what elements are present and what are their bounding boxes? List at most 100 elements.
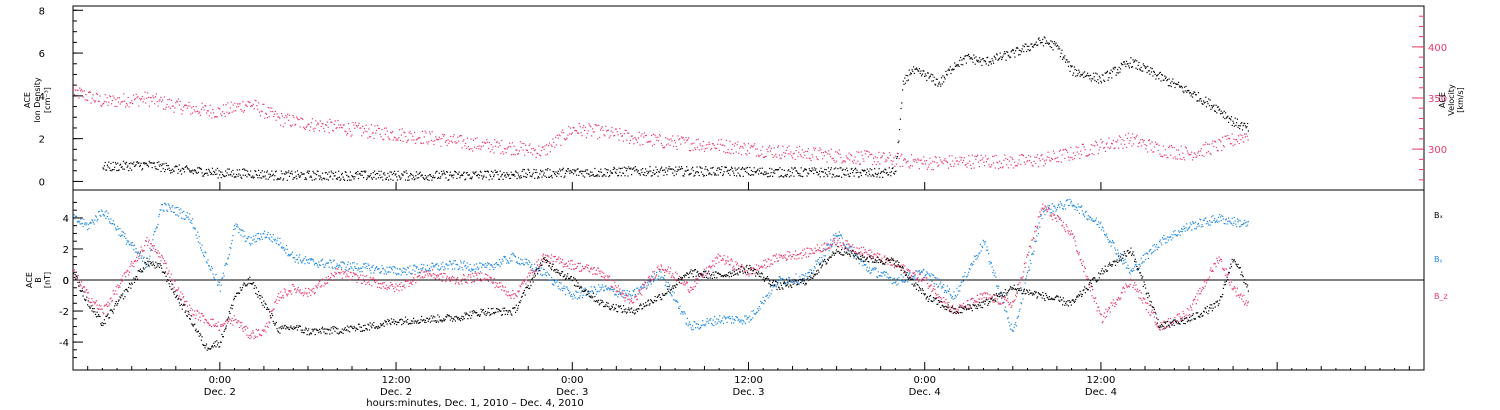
data-point <box>1053 43 1055 45</box>
data-point <box>125 276 127 278</box>
data-point <box>873 269 875 271</box>
data-point <box>657 175 659 177</box>
data-point <box>290 290 292 292</box>
data-point <box>451 141 454 144</box>
data-point <box>169 279 172 281</box>
data-point <box>681 137 683 139</box>
data-point <box>573 169 575 171</box>
data-point <box>862 265 864 267</box>
data-point <box>518 262 520 265</box>
data-point <box>84 223 86 225</box>
data-point <box>934 156 936 158</box>
data-point <box>227 322 229 324</box>
data-point <box>990 166 992 168</box>
data-point <box>222 323 224 326</box>
data-point <box>492 171 494 173</box>
data-point <box>183 210 185 212</box>
data-point <box>561 169 563 171</box>
data-point <box>187 168 189 170</box>
data-point <box>532 154 534 156</box>
data-point <box>1216 112 1218 114</box>
data-point <box>253 176 255 178</box>
data-point <box>889 277 891 279</box>
data-point <box>1016 165 1018 167</box>
data-point <box>515 170 517 172</box>
data-point <box>545 272 547 274</box>
data-point <box>637 137 639 139</box>
data-point <box>1195 94 1197 96</box>
data-point <box>154 250 156 252</box>
data-point <box>1023 161 1025 163</box>
data-point <box>939 283 941 285</box>
data-point <box>1061 49 1063 51</box>
data-point <box>1202 103 1204 106</box>
data-point <box>718 320 720 323</box>
data-point <box>862 169 864 172</box>
data-point <box>471 176 473 178</box>
data-point <box>437 176 440 179</box>
data-point <box>437 138 439 141</box>
data-point <box>196 237 198 239</box>
data-point <box>177 101 179 103</box>
data-point <box>1102 227 1104 229</box>
data-point <box>721 320 723 322</box>
data-point <box>173 286 175 289</box>
data-point <box>332 172 335 175</box>
data-point <box>1134 138 1136 140</box>
data-point <box>245 169 247 172</box>
data-point <box>265 236 267 238</box>
data-point <box>1147 65 1149 67</box>
data-point <box>937 285 940 287</box>
data-point <box>353 262 355 264</box>
data-point <box>200 320 202 322</box>
data-point <box>1033 44 1035 46</box>
data-point <box>158 100 160 102</box>
data-point <box>1181 231 1183 233</box>
data-point <box>927 166 929 168</box>
data-point <box>629 142 631 144</box>
data-point <box>1183 156 1185 159</box>
data-point <box>446 171 448 173</box>
data-point <box>764 300 766 302</box>
data-point <box>761 302 763 304</box>
data-point <box>1043 36 1045 38</box>
data-point <box>263 103 265 105</box>
data-point <box>381 265 383 267</box>
data-point <box>310 122 313 124</box>
data-point <box>225 170 227 172</box>
data-point <box>1233 216 1235 219</box>
data-point <box>1112 241 1114 243</box>
data-point <box>164 260 166 262</box>
data-point <box>437 265 440 267</box>
data-point <box>910 278 912 280</box>
data-point <box>992 60 994 62</box>
data-point <box>1063 57 1065 59</box>
data-point <box>1186 229 1188 231</box>
data-point <box>687 325 689 327</box>
data-point <box>985 63 987 65</box>
data-point <box>551 283 553 285</box>
data-point <box>195 234 197 236</box>
data-point <box>1143 139 1145 141</box>
data-point <box>332 260 335 262</box>
data-point <box>418 137 420 139</box>
data-point <box>848 250 850 252</box>
data-point <box>780 158 782 160</box>
data-point <box>409 175 411 177</box>
data-point <box>330 262 332 264</box>
data-point <box>617 134 619 136</box>
data-point <box>383 172 385 174</box>
data-point <box>417 137 419 139</box>
data-point <box>1220 141 1222 143</box>
data-point <box>467 266 469 268</box>
data-point <box>750 169 752 172</box>
data-point <box>215 116 217 118</box>
data-point <box>421 142 423 145</box>
data-point <box>691 168 693 170</box>
data-point <box>763 156 765 158</box>
data-point <box>1015 325 1017 327</box>
data-point <box>116 293 118 295</box>
data-point <box>324 178 326 180</box>
